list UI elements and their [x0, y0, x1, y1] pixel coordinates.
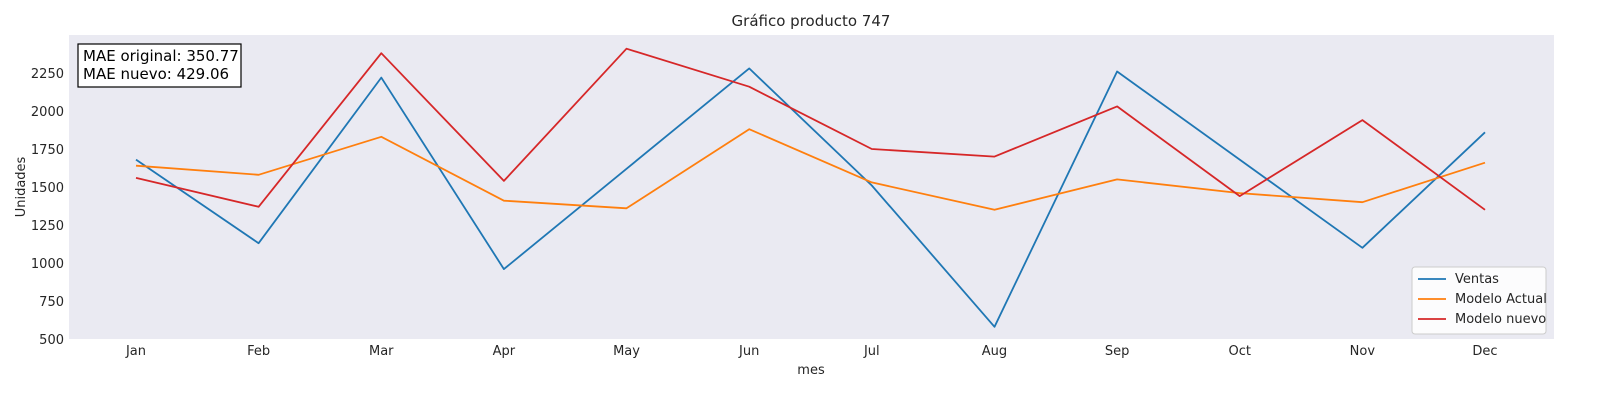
x-tick-label: May	[613, 344, 640, 359]
series-lines	[135, 47, 1486, 328]
mae-original-text: MAE original: 350.77	[83, 47, 239, 65]
x-tick-label: Jul	[863, 344, 880, 359]
y-axis-title: Unidades	[14, 156, 29, 217]
y-tick-label: 1500	[31, 181, 64, 196]
x-tick-label: Mar	[369, 344, 394, 359]
y-axis-ticks: 500 750 1000 1250 1500 1750 2000 2250	[31, 67, 64, 348]
x-tick-label: Oct	[1228, 344, 1250, 359]
y-tick-label: 2250	[31, 67, 64, 82]
y-tick-label: 1750	[31, 143, 64, 158]
y-tick-label: 750	[39, 295, 64, 310]
series-line-modelo-actual	[135, 128, 1486, 211]
x-axis-title: mes	[797, 363, 825, 378]
y-tick-label: 1000	[31, 257, 64, 272]
chart-title: Gráfico producto 747	[732, 12, 891, 30]
y-tick-label: 500	[39, 333, 64, 348]
x-tick-label: Jun	[738, 344, 759, 359]
legend: Ventas Modelo Actual Modelo nuevo	[1411, 266, 1547, 335]
plot-area	[69, 35, 1554, 339]
x-tick-label: Apr	[493, 344, 516, 359]
series-line-modelo-nuevo	[135, 47, 1486, 211]
legend-label-ventas: Ventas	[1455, 272, 1499, 287]
legend-label-modelo-nuevo: Modelo nuevo	[1455, 312, 1546, 327]
series-line-ventas	[135, 67, 1486, 328]
legend-label-modelo-actual: Modelo Actual	[1455, 292, 1547, 307]
y-tick-label: 2000	[31, 105, 64, 120]
x-tick-label: Nov	[1350, 344, 1376, 359]
mae-annotation-box: MAE original: 350.77 MAE nuevo: 429.06	[77, 43, 242, 88]
mae-nuevo-text: MAE nuevo: 429.06	[83, 65, 229, 83]
x-tick-label: Feb	[247, 344, 270, 359]
x-tick-label: Aug	[982, 344, 1007, 359]
x-tick-label: Dec	[1472, 344, 1497, 359]
y-tick-label: 1250	[31, 219, 64, 234]
x-tick-label: Sep	[1105, 344, 1130, 359]
x-axis-ticks: Jan Feb Mar Apr May Jun Jul Aug Sep Oct Nov Dec	[125, 344, 1498, 359]
x-tick-label: Jan	[125, 344, 146, 359]
